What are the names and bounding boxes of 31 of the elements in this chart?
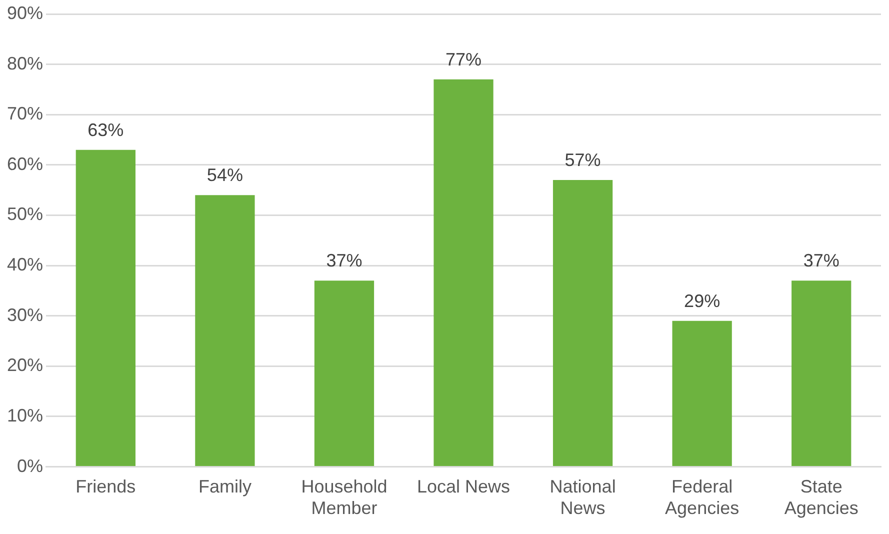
- y-tick-label: 20%: [6, 355, 44, 376]
- y-tick-label: 30%: [6, 304, 44, 325]
- data-label: 29%: [684, 290, 720, 311]
- x-tick-label: Household Member: [301, 476, 388, 518]
- bar: [195, 195, 255, 466]
- y-tick-label: 40%: [6, 254, 44, 275]
- data-label: 37%: [326, 250, 362, 271]
- x-tick-label: State Agencies: [784, 476, 858, 518]
- data-label: 57%: [564, 150, 601, 170]
- bar: [552, 180, 613, 466]
- x-tick-label: Local News: [416, 476, 510, 497]
- y-tick-label: 10%: [6, 405, 44, 426]
- bar: [672, 320, 732, 466]
- y-tick-label: 0%: [17, 456, 44, 476]
- x-tick-label: Federal Agencies: [665, 476, 740, 518]
- x-tick-label: National News: [550, 476, 616, 518]
- bar: [434, 79, 494, 466]
- y-tick-label: 50%: [6, 204, 44, 224]
- bar: [314, 280, 374, 466]
- y-tick-label: 80%: [6, 53, 44, 74]
- y-tick-label: 90%: [6, 2, 44, 23]
- x-tick-label: Family: [198, 476, 252, 497]
- y-tick-label: 60%: [6, 154, 44, 174]
- x-tick-label: Friends: [76, 476, 136, 497]
- y-tick-label: 70%: [6, 104, 44, 124]
- bar: [792, 280, 852, 466]
- data-label: 63%: [88, 120, 124, 140]
- data-label: 37%: [803, 250, 840, 271]
- data-label: 77%: [446, 49, 482, 70]
- data-label: 54%: [206, 165, 243, 186]
- bar: [76, 150, 136, 466]
